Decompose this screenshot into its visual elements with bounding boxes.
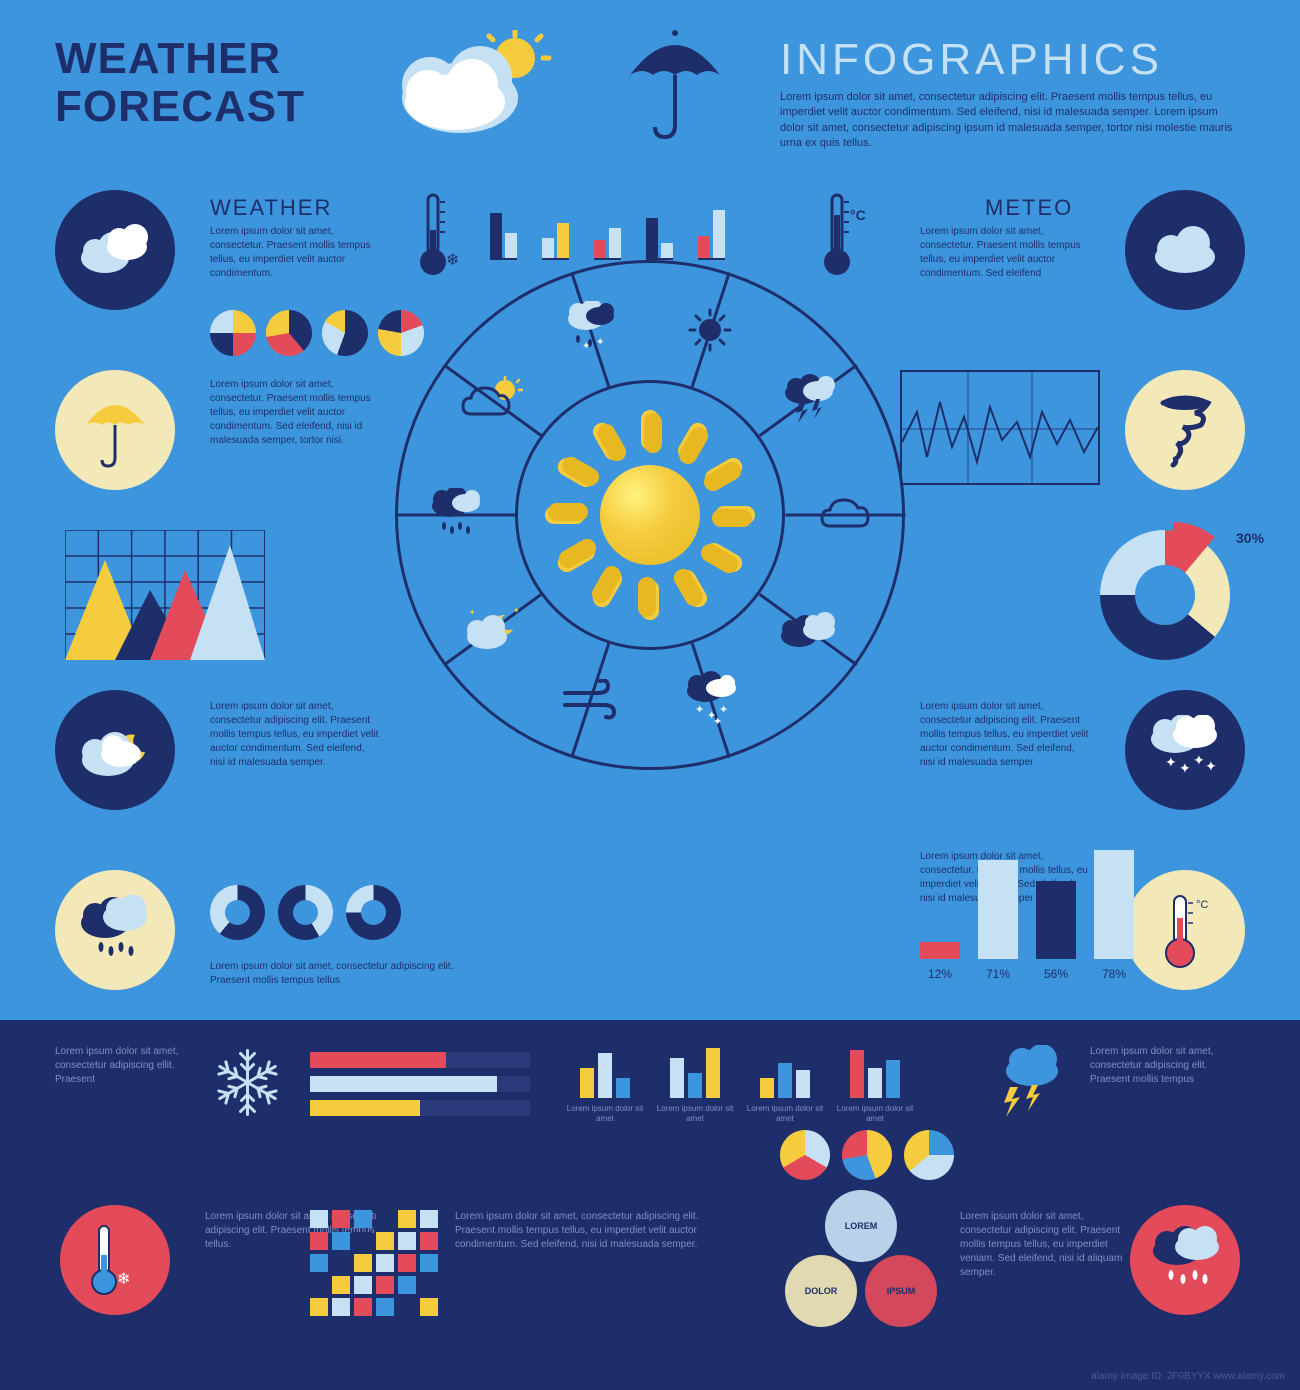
cloud-rain-dark-badge: [1130, 1205, 1240, 1315]
left-text-4: Lorem ipsum dolor sit amet, consectetur …: [210, 960, 460, 988]
double-cloud-icon: [773, 595, 843, 665]
cloud-icon: [810, 480, 880, 550]
svg-text:❄: ❄: [117, 1271, 130, 1288]
main-title: WEATHER FORECAST: [55, 35, 305, 132]
thermometer-badge: °C: [1125, 870, 1245, 990]
clouds-badge: [55, 190, 175, 310]
svg-text:°C: °C: [1196, 899, 1208, 911]
lower-text-4: Lorem ipsum dolor sit amet, consectetur …: [960, 1210, 1130, 1280]
weather-label: WEATHER: [210, 195, 332, 221]
cloud-badge: [1125, 190, 1245, 310]
line-chart: [900, 370, 1100, 485]
header-blurb: Lorem ipsum dolor sit amet, consectetur …: [780, 90, 1240, 152]
dot-grid: [310, 1210, 438, 1316]
lower-pie: [904, 1130, 954, 1180]
cloud-sun-icon: [390, 30, 570, 145]
svg-text:✦: ✦: [582, 341, 590, 352]
left-text-2: Lorem ipsum dolor sit amet, consectetur.…: [210, 378, 385, 448]
cloud-moon-badge: [55, 690, 175, 810]
svg-text:✦: ✦: [719, 704, 728, 716]
cloud-rain-badge: [55, 870, 175, 990]
cloud-snow-badge: ✦✦✦✦: [1125, 690, 1245, 810]
right-text-1: Lorem ipsum dolor sit amet, consectetur.…: [920, 225, 1090, 281]
area-chart: [65, 530, 265, 660]
percent-bar-chart: 12%71%56%78%: [920, 850, 1134, 981]
mini-donut: [346, 885, 401, 940]
mini-donut: [278, 885, 333, 940]
svg-text:✦: ✦: [469, 608, 476, 617]
partly-cloudy-icon: [457, 365, 527, 435]
upper-panel: WEATHER FORECAST INFOGRAPHICS Lorem ipsu…: [0, 0, 1300, 1020]
svg-text:✦: ✦: [596, 337, 604, 348]
meteo-label: METEO: [985, 195, 1073, 221]
lower-text-5: Lorem ipsum dolor sit amet, consectetur …: [1090, 1045, 1245, 1087]
venn-diagram: LOREMDOLORIPSUM: [770, 1190, 950, 1340]
venn-circle: LOREM: [825, 1190, 897, 1262]
snow-icon: ✦✦✦✦: [675, 665, 745, 735]
venn-circle: IPSUM: [865, 1255, 937, 1327]
left-text-1: Lorem ipsum dolor sit amet, consectetur.…: [210, 225, 380, 281]
top-bar-chart: [490, 200, 725, 260]
snowflake-icon: [210, 1045, 285, 1125]
lower-text-3: Lorem ipsum dolor sit amet, consectetur …: [455, 1210, 735, 1252]
lower-pie: [780, 1130, 830, 1180]
thermo-snow-badge: ❄: [60, 1205, 170, 1315]
lower-pie: [842, 1130, 892, 1180]
sun-icon: [675, 295, 745, 365]
lower-text-1: Lorem ipsum dolor sit amet, consectetur …: [55, 1045, 185, 1087]
mini-pie: [322, 310, 368, 356]
svg-text:✦: ✦: [695, 704, 704, 716]
svg-text:°C: °C: [850, 207, 866, 223]
svg-text:✦: ✦: [713, 716, 722, 728]
tornado-badge: [1125, 370, 1245, 490]
svg-text:✦: ✦: [1193, 752, 1205, 768]
svg-text:✦: ✦: [1179, 760, 1191, 776]
watermark: alamy Image ID: 2F0BYYX www.alamy.com: [1091, 1371, 1285, 1382]
mini-pie: [210, 310, 256, 356]
venn-circle: DOLOR: [785, 1255, 857, 1327]
wind-icon: [555, 665, 625, 735]
mini-pie: [266, 310, 312, 356]
cloud-night-icon: ✦✦: [457, 595, 527, 665]
weather-wheel: ✦✦✦✦✦✦✦✦: [395, 260, 905, 770]
rain-icon: [420, 480, 490, 550]
svg-text:✦: ✦: [1205, 758, 1217, 774]
umbrella-icon: [620, 25, 730, 145]
central-sun-icon: [575, 440, 725, 590]
left-text-3: Lorem ipsum dolor sit amet, consectetur …: [210, 700, 380, 770]
storm-cloud-icon: [970, 1045, 1070, 1125]
svg-text:✦: ✦: [513, 606, 520, 615]
umbrella-badge: [55, 370, 175, 490]
mini-donut: [210, 885, 265, 940]
thunder-icon: [773, 365, 843, 435]
sleet-icon: ✦✦: [555, 295, 625, 365]
lower-panel: Lorem ipsum dolor sit amet, consectetur …: [0, 1020, 1300, 1390]
right-text-2: Lorem ipsum dolor sit amet, consectetur …: [920, 700, 1090, 770]
donut-label: 30%: [1236, 530, 1264, 546]
svg-text:✦: ✦: [1165, 754, 1177, 770]
infographics-title: INFOGRAPHICS: [780, 35, 1163, 85]
donut-chart: [1100, 530, 1230, 660]
